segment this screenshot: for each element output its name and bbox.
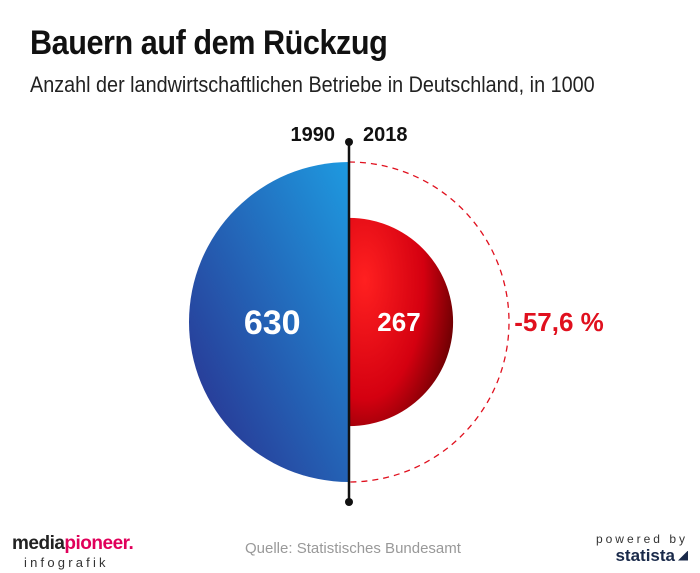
logo-subtext: infografik (24, 555, 109, 570)
chart-subtitle: Anzahl der landwirtschaftlichen Betriebe… (30, 72, 595, 97)
axis-end-dot-top (345, 138, 353, 146)
chart-title: Bauern auf dem Rückzug (30, 24, 388, 62)
mediapioneer-logo: mediapioneer. infografik (12, 533, 134, 570)
value-label-2018: 267 (377, 307, 420, 337)
statista-brand: statista (615, 546, 675, 565)
half-circle-1990 (189, 162, 349, 482)
logo-text-part2: pioneer. (64, 533, 134, 554)
statista-mark-icon (678, 550, 688, 561)
value-label-1990: 630 (244, 304, 301, 342)
powered-by-label: powered by (595, 532, 688, 546)
logo-text-part1: media (12, 533, 65, 554)
category-label-2018: 2018 (363, 124, 408, 146)
source-note: Quelle: Statistisches Bundesamt (245, 540, 461, 557)
change-percentage-label: -57,6 % (514, 307, 604, 337)
axis-end-dot-bottom (345, 498, 353, 506)
statista-badge: powered by statista (596, 533, 688, 565)
category-label-1990: 1990 (291, 124, 336, 146)
half-circle-2018 (349, 217, 454, 427)
